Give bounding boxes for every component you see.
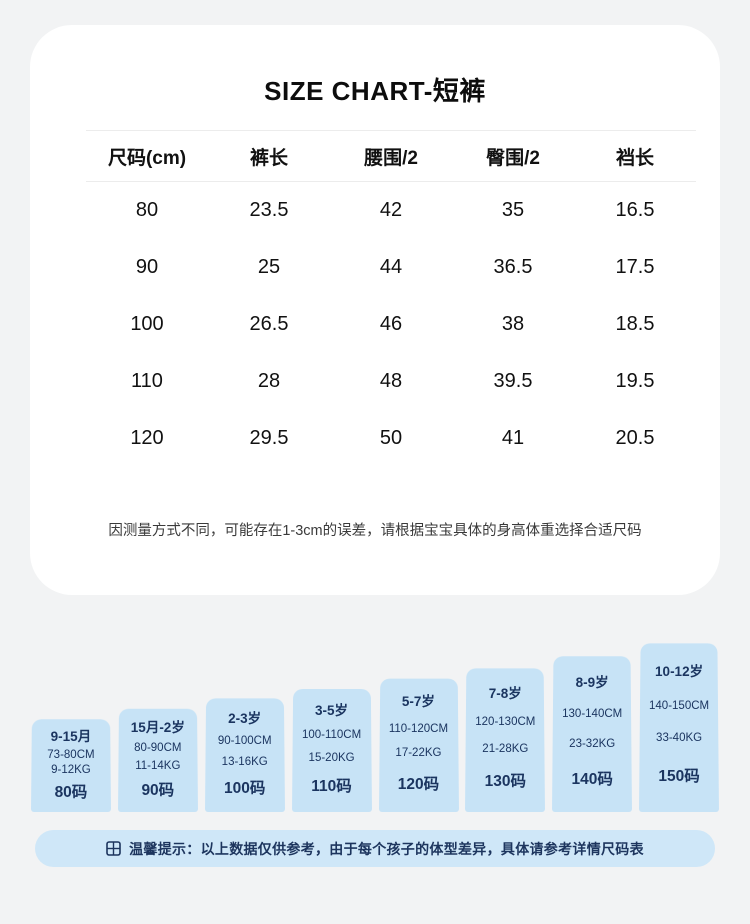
measurement-note: 因测量方式不同，可能存在1-3cm的误差，请根据宝宝具体的身高体重选择合适尺码 [108, 523, 642, 539]
tag-weight-range: 13-16KG [221, 755, 268, 768]
table-cell: 35 [501, 199, 525, 221]
table-cell: 110 [131, 370, 163, 392]
table-cell: 29.5 [249, 427, 289, 449]
tag-size-code: 90码 [141, 782, 175, 799]
table-row: 110 28 48 39.5 19.5 [86, 353, 696, 410]
table-cell: 41 [501, 427, 525, 449]
table-cell: 16.5 [615, 199, 655, 221]
header-cell-pant-length: 裤长 [249, 147, 288, 169]
table-cell: 19.5 [615, 370, 655, 392]
tag-weight-range: 15-20KG [308, 751, 355, 764]
page-title: SIZE CHART-短裤 [264, 76, 486, 106]
tag-size-code: 100码 [224, 779, 266, 797]
tag-age-range: 9-15月 [50, 728, 92, 744]
tag-height-range: 140-150CM [649, 700, 710, 712]
table-cell: 26.5 [249, 313, 289, 335]
size-table: 尺码(cm) 裤长 腰围/2 臀围/2 裆长 80 23.5 42 35 16.… [30, 130, 720, 467]
size-tag-110: 3-5岁 100-110CM 15-20KG 110码 [291, 685, 372, 812]
table-row: 90 25 44 36.5 17.5 [86, 239, 696, 296]
tag-age-range: 2-3岁 [228, 711, 262, 727]
tag-size-code: 80码 [54, 784, 88, 802]
table-cell: 90 [135, 256, 159, 278]
tag-size-code: 120码 [397, 775, 440, 793]
tag-size-code: 140码 [571, 770, 613, 788]
header-cell-waist: 腰围/2 [364, 147, 418, 169]
table-cell: 20.5 [615, 427, 655, 449]
tag-size-code: 150码 [658, 768, 700, 785]
tag-age-range: 7-8岁 [488, 685, 522, 701]
table-cell: 46 [379, 313, 403, 335]
header-cell-size: 尺码(cm) [107, 147, 187, 169]
table-cell: 38 [501, 313, 525, 335]
header-cell-hip: 臀围/2 [486, 147, 540, 169]
size-tag-80: 9-15月 73-80CM 9-12KG 80码 [31, 717, 111, 812]
size-table-icon [106, 841, 121, 856]
tag-size-code: 130码 [484, 773, 526, 791]
size-tag-150: 10-12岁 140-150CM 33-40KG 150码 [639, 636, 719, 812]
tag-weight-range: 33-40KG [656, 732, 703, 744]
table-cell: 44 [379, 256, 403, 278]
tag-height-range: 100-110CM [301, 729, 362, 742]
table-cell: 100 [130, 313, 164, 335]
table-cell: 50 [379, 427, 403, 449]
tag-weight-range: 17-22KG [395, 747, 442, 760]
size-tag-100: 2-3岁 90-100CM 13-16KG 100码 [204, 695, 285, 812]
tip-banner: 温馨提示：以上数据仅供参考，由于每个孩子的体型差异，具体请参考详情尺码表 [35, 830, 715, 867]
tag-weight-range: 21-28KG [482, 742, 529, 755]
size-tag-140: 8-9岁 130-140CM 23-32KG 140码 [552, 650, 633, 812]
table-cell: 80 [135, 199, 159, 221]
tip-text: 温馨提示：以上数据仅供参考，由于每个孩子的体型差异，具体请参考详情尺码表 [129, 840, 644, 857]
table-row: 100 26.5 46 38 18.5 [86, 296, 696, 353]
table-cell: 120 [130, 427, 164, 449]
table-cell: 25 [257, 256, 281, 278]
tag-height-range: 73-80CM [47, 748, 95, 761]
size-tag-row: 9-15月 73-80CM 9-12KG 80码 15月-2岁 80-90CM … [0, 636, 750, 812]
tag-age-range: 8-9岁 [575, 675, 609, 691]
size-chart-card: SIZE CHART-短裤 尺码(cm) 裤长 腰围/2 臀围/2 裆长 80 … [30, 25, 720, 595]
size-tag-130: 7-8岁 120-130CM 21-28KG 130码 [465, 663, 546, 812]
tag-height-range: 130-140CM [562, 708, 623, 721]
tag-height-range: 120-130CM [475, 716, 536, 729]
tag-weight-range: 23-32KG [569, 737, 616, 750]
tag-weight-range: 11-14KG [135, 760, 181, 772]
table-cell: 36.5 [493, 256, 533, 278]
table-cell: 23.5 [249, 199, 289, 221]
tag-size-code: 110码 [311, 777, 352, 795]
header-cell-crotch: 裆长 [615, 147, 654, 169]
table-cell: 18.5 [615, 313, 655, 335]
table-cell: 48 [379, 370, 403, 392]
tag-height-range: 110-120CM [388, 722, 449, 735]
tag-weight-range: 9-12KG [51, 764, 91, 777]
table-cell: 17.5 [615, 256, 655, 278]
table-cell: 39.5 [493, 370, 533, 392]
tag-age-range: 5-7岁 [401, 694, 435, 710]
tag-age-range: 15月-2岁 [130, 720, 185, 735]
table-cell: 42 [379, 199, 403, 221]
size-tag-120: 5-7岁 110-120CM 17-22KG 120码 [378, 674, 459, 812]
tag-height-range: 90-100CM [217, 735, 272, 748]
table-cell: 28 [257, 370, 281, 392]
table-row: 80 23.5 42 35 16.5 [86, 182, 696, 239]
table-header-row: 尺码(cm) 裤长 腰围/2 臀围/2 裆长 [86, 130, 696, 182]
size-tag-90: 15月-2岁 80-90CM 11-14KG 90码 [117, 706, 198, 812]
tag-age-range: 10-12岁 [655, 664, 704, 679]
tag-age-range: 3-5岁 [315, 703, 349, 719]
tag-height-range: 80-90CM [134, 742, 182, 754]
table-row: 120 29.5 50 41 20.5 [86, 410, 696, 467]
